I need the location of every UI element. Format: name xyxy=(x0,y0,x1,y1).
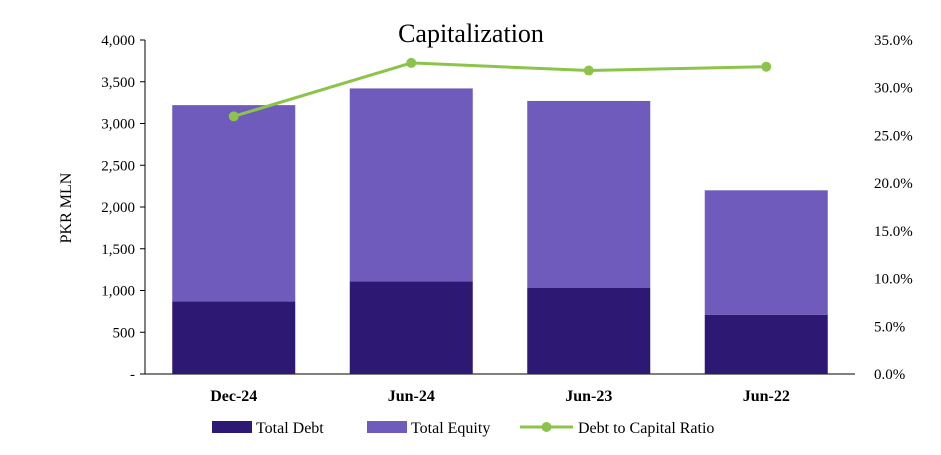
legend-swatch xyxy=(367,421,407,433)
bar-total-debt xyxy=(704,314,828,374)
ratio-line-group xyxy=(228,57,772,122)
y-tick-label: 4,000 xyxy=(101,33,135,49)
bar-total-debt xyxy=(527,287,651,374)
y-axis-label: PKR MLN xyxy=(58,172,75,243)
y-tick-label: 3,500 xyxy=(101,75,135,91)
ratio-point xyxy=(406,57,417,68)
y2-tick-label: 15.0% xyxy=(874,224,913,240)
x-tick-label: Jun-24 xyxy=(388,388,435,405)
bar-total-debt xyxy=(349,281,473,374)
y2-tick-label: 0.0% xyxy=(874,367,905,383)
legend-swatch xyxy=(212,421,252,433)
chart-title: Capitalization xyxy=(398,19,544,48)
ratio-line xyxy=(233,61,767,118)
axes: - 500 1,000 1,500 2,000 2,500 3,000 3,500 4,000 0… xyxy=(101,33,913,383)
bars xyxy=(172,88,828,374)
bar-total-equity xyxy=(527,100,651,288)
bar-total-equity xyxy=(349,88,473,282)
bar-total-equity xyxy=(172,105,296,302)
y2-tick-label: 35.0% xyxy=(874,33,913,49)
ratio-point xyxy=(761,61,772,72)
legend-swatch-marker xyxy=(541,422,552,432)
legend-label: Total Debt xyxy=(256,420,324,437)
x-tick-label: Jun-22 xyxy=(743,388,790,405)
x-tick-label: Dec-24 xyxy=(210,388,257,405)
legend-label: Debt to Capital Ratio xyxy=(578,420,714,437)
x-tick-labels: Dec-24 Jun-24 Jun-23 Jun-22 xyxy=(210,388,790,405)
bar-total-equity xyxy=(704,190,828,315)
y2-tick-label: 5.0% xyxy=(874,319,905,335)
y-tick-label: 1,500 xyxy=(101,242,135,258)
y-tick-label: 500 xyxy=(113,325,136,341)
y2-tick-label: 25.0% xyxy=(874,128,913,144)
y-tick-label: 2,500 xyxy=(101,158,135,174)
x-tick-label: Jun-23 xyxy=(565,388,612,405)
ratio-point xyxy=(228,111,239,122)
y-tick-label: 2,000 xyxy=(101,200,135,216)
y2-tick-label: 30.0% xyxy=(874,81,913,97)
y2-tick-label: 10.0% xyxy=(874,272,913,288)
y-tick-label: 1,000 xyxy=(101,284,135,300)
y-tick-label: 3,000 xyxy=(101,117,135,133)
ratio-point xyxy=(583,65,594,76)
legend-label: Total Equity xyxy=(411,420,490,437)
y-tick-label: - xyxy=(130,367,135,383)
bar-total-debt xyxy=(172,301,296,374)
legend: Total Debt Total Equity Debt to Capital Ra… xyxy=(212,420,714,437)
y2-tick-label: 20.0% xyxy=(874,176,913,192)
